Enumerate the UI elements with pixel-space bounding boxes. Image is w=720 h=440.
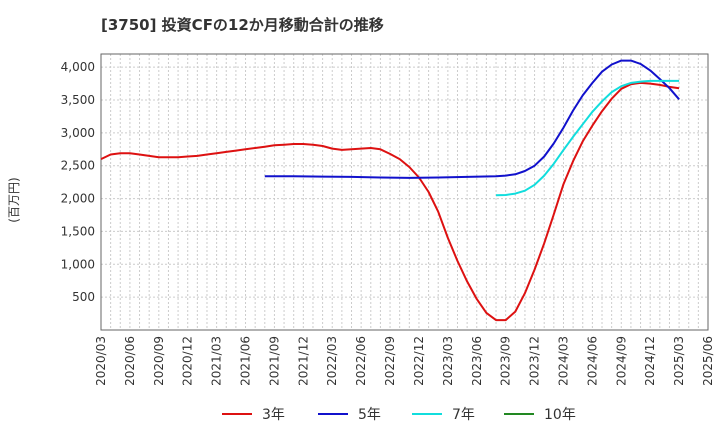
legend-label: 7年 xyxy=(452,407,475,423)
x-tick-label: 2023/09 xyxy=(499,336,513,386)
y-axis: 500 1,000 1,500 2,000 2,500 3,000 3,500 4,000 xyxy=(61,60,95,304)
x-tick-label: 2022/06 xyxy=(354,336,368,386)
y-tick-label: 2,000 xyxy=(61,192,95,206)
x-tick-label: 2021/09 xyxy=(267,336,281,386)
grid xyxy=(100,54,709,330)
series-lines xyxy=(100,59,680,322)
x-tick-label: 2021/03 xyxy=(210,336,224,386)
x-tick-label: 2022/09 xyxy=(383,336,397,386)
x-tick-label: 2020/06 xyxy=(123,336,137,386)
x-tick-label: 2020/03 xyxy=(94,336,108,386)
y-tick-label: 500 xyxy=(72,290,95,304)
chart-title: [3750] 投資CFの12か月移動合計の推移 xyxy=(101,16,384,34)
legend: 3年 5年 7年 10年 xyxy=(222,407,576,423)
x-tick-label: 2024/12 xyxy=(643,336,657,386)
x-tick-label: 2023/06 xyxy=(470,336,484,386)
x-tick-label: 2020/12 xyxy=(181,336,195,386)
y-tick-label: 1,500 xyxy=(61,224,95,238)
plot-frame xyxy=(100,53,709,331)
x-tick-label: 2021/12 xyxy=(296,336,310,386)
series-line-5年 xyxy=(264,59,680,179)
x-tick-label: 2025/03 xyxy=(672,336,686,386)
series-line-3年 xyxy=(100,81,680,322)
x-tick-label: 2020/09 xyxy=(152,336,166,386)
y-tick-label: 3,000 xyxy=(61,126,95,140)
x-tick-label: 2023/12 xyxy=(528,336,542,386)
y-axis-label: (百万円) xyxy=(7,177,21,222)
series-line-7年 xyxy=(495,79,680,197)
x-tick-label: 2025/06 xyxy=(701,336,715,386)
legend-label: 10年 xyxy=(544,407,576,423)
x-tick-label: 2023/03 xyxy=(441,336,455,386)
y-tick-label: 3,500 xyxy=(61,93,95,107)
x-tick-label: 2022/03 xyxy=(325,336,339,386)
y-tick-label: 1,000 xyxy=(61,257,95,271)
y-tick-label: 2,500 xyxy=(61,159,95,173)
x-tick-label: 2024/06 xyxy=(585,336,599,386)
x-axis: 2020/03 2020/06 2020/09 2020/12 2021/03 2021/… xyxy=(94,336,715,386)
x-tick-label: 2022/12 xyxy=(412,336,426,386)
legend-label: 5年 xyxy=(358,407,381,423)
y-tick-label: 4,000 xyxy=(61,60,95,74)
x-tick-label: 2024/03 xyxy=(556,336,570,386)
legend-label: 3年 xyxy=(262,407,285,423)
x-tick-label: 2021/06 xyxy=(239,336,253,386)
x-tick-label: 2024/09 xyxy=(614,336,628,386)
